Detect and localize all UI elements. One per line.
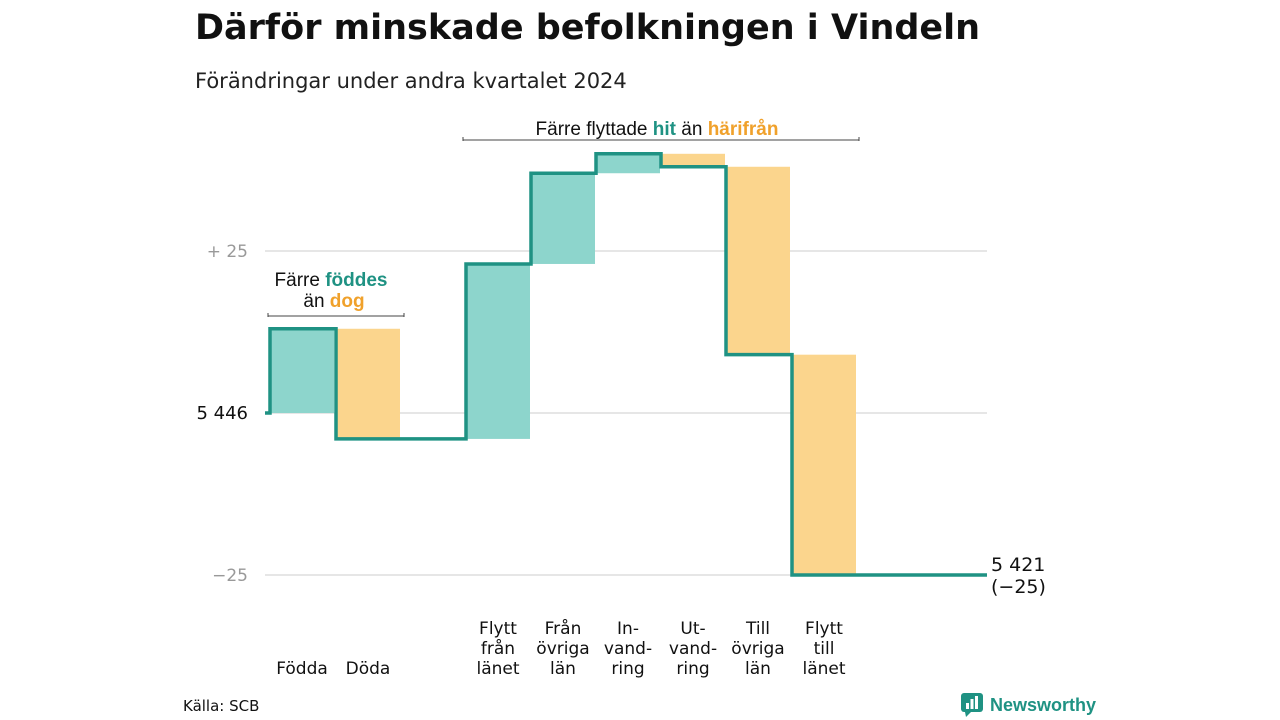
brand-logo: Newsworthy (960, 692, 1096, 718)
category-label: vand- (604, 639, 652, 659)
y-tick-label: −25 (212, 566, 248, 586)
waterfall-bars (270, 153, 856, 575)
step-line (265, 152, 987, 577)
end-labels: 5 421(−25) (991, 554, 1046, 598)
migration-annotation: Färre flyttade hit än härifrån (462, 119, 860, 141)
waterfall-bar (661, 153, 725, 167)
waterfall-bar (336, 328, 400, 439)
category-label: Flytt (805, 619, 843, 639)
category-label: In- (617, 619, 639, 639)
out-migration-highlight: härifrån (708, 119, 779, 140)
category-label: Ut- (680, 619, 705, 639)
newsworthy-chart-bubble-icon (961, 693, 983, 717)
births-annotation-line2: än dog (303, 291, 364, 312)
category-label: övriga (731, 639, 784, 659)
category-label: Födda (276, 659, 328, 679)
y-tick-label: 5 446 (196, 403, 248, 424)
births-highlight: föddes (325, 270, 387, 291)
category-label: Från (545, 618, 582, 639)
deaths-highlight: dog (330, 291, 365, 312)
category-label: Till (745, 619, 770, 639)
in-migration-highlight: hit (653, 119, 677, 140)
waterfall-bar (531, 173, 595, 264)
end-change-label: (−25) (991, 576, 1046, 598)
migration-annotation-text: Färre flyttade hit än härifrån (536, 119, 779, 140)
y-tick-labels: + 25 5 446 −25 (196, 242, 248, 586)
category-label: ring (676, 659, 709, 679)
category-label: ring (611, 659, 644, 679)
category-label: län (550, 659, 576, 679)
category-label: övriga (536, 639, 589, 659)
waterfall-bar (596, 153, 660, 174)
category-label: Döda (346, 659, 391, 679)
category-label: Flytt (479, 619, 517, 639)
chart-subtitle: Förändringar under andra kvartalet 2024 (195, 69, 627, 93)
births-annotation-line1: Färre föddes (275, 270, 388, 291)
category-label: från (481, 638, 515, 659)
brand-name: Newsworthy (990, 694, 1097, 715)
waterfall-bar (726, 166, 790, 355)
y-tick-label: + 25 (207, 242, 248, 262)
category-label: länet (476, 659, 519, 679)
category-label: länet (802, 659, 845, 679)
births-annotation: Färre föddes än dog (267, 270, 405, 317)
category-labels: Födda DödaFlyttfrånlänetFrånövrigalänIn-v… (276, 618, 846, 679)
waterfall-bar (466, 263, 530, 439)
category-label: vand- (669, 639, 717, 659)
waterfall-bar (792, 354, 856, 575)
end-value-label: 5 421 (991, 554, 1045, 576)
category-label: till (814, 639, 835, 659)
chart-title: Därför minskade befolkningen i Vindeln (195, 8, 981, 48)
source-note: Källa: SCB (183, 697, 260, 715)
step-line-group (265, 152, 987, 577)
waterfall-bar (270, 328, 334, 413)
category-label: län (745, 659, 771, 679)
